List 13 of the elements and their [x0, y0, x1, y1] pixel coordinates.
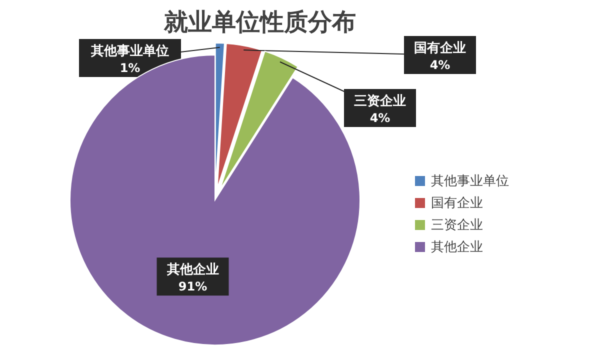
legend-label: 其他事业单位 [431, 174, 509, 189]
slice-label: 三资企业 [354, 94, 406, 109]
data-label: 4% [430, 58, 450, 72]
data-label: 4% [370, 111, 390, 125]
legend-label: 其他企业 [431, 240, 483, 255]
data-label: 1% [120, 61, 140, 75]
slice-label: 国有企业 [414, 41, 466, 56]
chart-title: 就业单位性质分布 [163, 8, 356, 36]
slice-label: 其他企业 [166, 262, 219, 278]
data-label: 91% [178, 280, 208, 294]
slice-label: 其他事业单位 [90, 43, 169, 59]
legend-label: 国有企业 [431, 196, 483, 211]
legend-label: 三资企业 [431, 218, 483, 233]
